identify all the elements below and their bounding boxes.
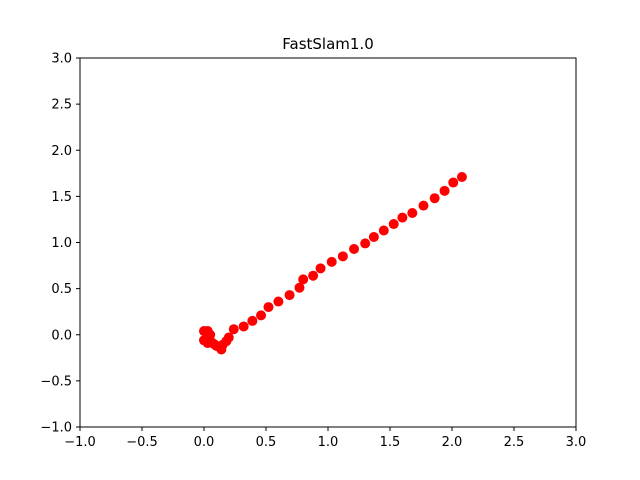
- y-tick-label: 0.5: [51, 282, 72, 297]
- data-point: [448, 177, 459, 188]
- data-point: [368, 231, 379, 242]
- data-point: [360, 238, 371, 249]
- y-tick-label: 1.5: [51, 190, 72, 205]
- data-point: [298, 274, 309, 285]
- data-point: [388, 219, 399, 230]
- data-point: [284, 290, 295, 301]
- x-tick-label: 2.5: [504, 435, 525, 450]
- y-tick-label: 2.5: [51, 98, 72, 113]
- x-tick-label: 1.5: [380, 435, 401, 450]
- data-point: [238, 321, 249, 332]
- data-point: [263, 302, 274, 313]
- data-point: [378, 225, 389, 236]
- data-point: [439, 185, 450, 196]
- data-point: [337, 251, 348, 262]
- data-point: [223, 332, 234, 343]
- x-tick-label: −0.5: [126, 435, 158, 450]
- x-tick-label: 3.0: [566, 435, 587, 450]
- data-point: [349, 243, 360, 254]
- data-point: [456, 172, 467, 183]
- data-point: [273, 296, 284, 307]
- x-axis: −1.0 −0.5 0.0 0.5 1.0 1.5 2.0 2.5 3.0: [64, 427, 586, 450]
- y-tick-label: 1.0: [51, 236, 72, 251]
- y-axis: −1.0 −0.5 0.0 0.5 1.0 1.5 2.0 2.5 3.0: [40, 52, 80, 436]
- plot-frame: [79, 57, 577, 428]
- points-layer: [199, 172, 467, 355]
- x-tick-label: 1.0: [318, 435, 339, 450]
- chart-title: FastSlam1.0: [282, 35, 374, 53]
- data-point: [326, 256, 337, 267]
- y-tick-label: 0.0: [51, 328, 72, 343]
- x-tick-label: −1.0: [64, 435, 96, 450]
- data-point: [294, 282, 305, 293]
- data-point: [418, 200, 429, 211]
- y-tick-label: −0.5: [40, 374, 72, 389]
- x-tick-label: 0.0: [194, 435, 215, 450]
- y-tick-label: −1.0: [40, 421, 72, 436]
- data-point: [397, 212, 408, 223]
- data-point: [407, 207, 418, 218]
- data-point: [228, 324, 239, 335]
- data-point: [429, 193, 440, 204]
- data-point: [247, 315, 258, 326]
- y-tick-label: 2.0: [51, 144, 72, 159]
- x-tick-label: 2.0: [442, 435, 463, 450]
- data-point: [315, 263, 326, 274]
- x-tick-label: 0.5: [256, 435, 277, 450]
- data-point: [256, 310, 267, 321]
- y-tick-label: 3.0: [51, 52, 72, 67]
- data-point: [308, 270, 319, 281]
